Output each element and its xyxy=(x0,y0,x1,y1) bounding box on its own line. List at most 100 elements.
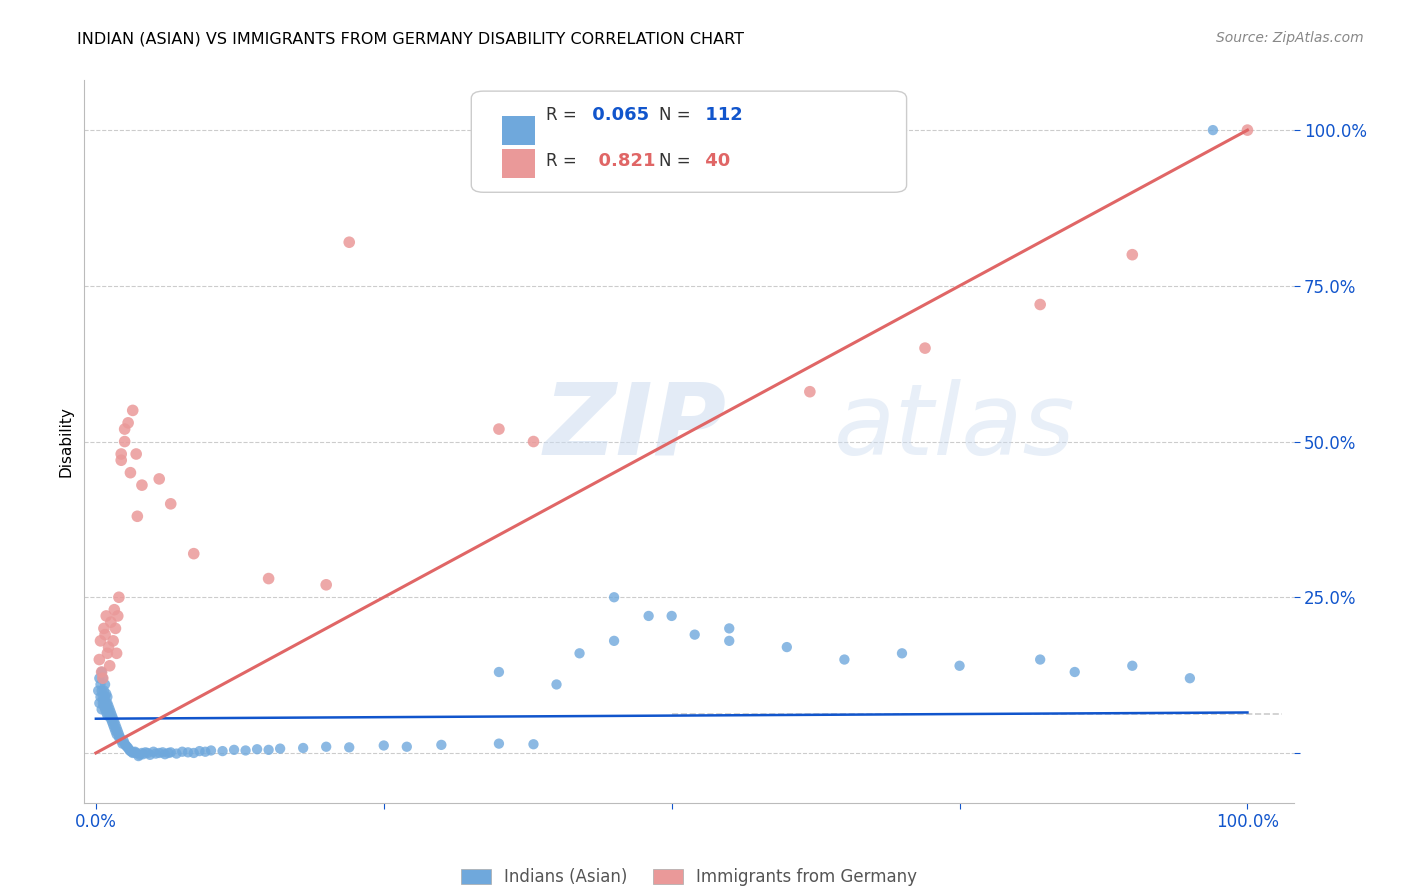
Point xyxy=(131,746,153,760)
Point xyxy=(93,683,115,698)
Point xyxy=(315,578,337,592)
Point xyxy=(661,609,683,624)
Point xyxy=(96,708,118,723)
Point xyxy=(142,745,165,759)
Point xyxy=(131,478,153,492)
Text: N =: N = xyxy=(659,153,696,170)
Point xyxy=(108,727,131,741)
Point xyxy=(110,453,132,467)
Point xyxy=(488,422,510,436)
Point xyxy=(89,652,111,666)
Point xyxy=(1236,123,1258,137)
Point xyxy=(136,746,159,760)
Point xyxy=(94,690,117,704)
Point xyxy=(104,621,127,635)
Point xyxy=(1121,248,1143,262)
Point xyxy=(183,547,205,561)
Text: R =: R = xyxy=(547,153,582,170)
Point xyxy=(101,718,124,732)
Point xyxy=(914,341,936,355)
Point xyxy=(117,416,139,430)
Point xyxy=(373,739,395,753)
Point xyxy=(257,572,280,586)
Point xyxy=(89,696,111,710)
Point xyxy=(98,702,121,716)
Text: atlas: atlas xyxy=(834,378,1076,475)
Point xyxy=(93,699,115,714)
Point xyxy=(159,497,181,511)
Point xyxy=(94,627,117,641)
FancyBboxPatch shape xyxy=(502,116,536,145)
Text: 0.821: 0.821 xyxy=(586,153,655,170)
Point xyxy=(124,745,146,759)
Point xyxy=(104,724,127,739)
Point xyxy=(96,646,118,660)
Point xyxy=(159,745,181,759)
Point xyxy=(101,633,124,648)
Point xyxy=(153,747,176,762)
Legend: Indians (Asian), Immigrants from Germany: Indians (Asian), Immigrants from Germany xyxy=(454,862,924,892)
Point xyxy=(1121,658,1143,673)
Point xyxy=(603,633,626,648)
Point xyxy=(87,683,110,698)
Point xyxy=(121,746,143,760)
Point xyxy=(91,690,114,704)
Point xyxy=(152,745,174,759)
Point xyxy=(292,741,315,756)
Point xyxy=(91,671,114,685)
Point xyxy=(522,737,544,751)
Point xyxy=(128,747,150,762)
Point xyxy=(603,591,626,605)
Point xyxy=(145,747,167,761)
Point xyxy=(100,615,122,630)
Y-axis label: Disability: Disability xyxy=(58,406,73,477)
Point xyxy=(91,696,114,710)
Text: N =: N = xyxy=(659,106,696,124)
Text: INDIAN (ASIAN) VS IMMIGRANTS FROM GERMANY DISABILITY CORRELATION CHART: INDIAN (ASIAN) VS IMMIGRANTS FROM GERMAN… xyxy=(77,31,744,46)
Point xyxy=(117,741,139,756)
Text: 112: 112 xyxy=(699,106,742,124)
Point xyxy=(166,747,188,761)
Point xyxy=(235,743,257,757)
Point xyxy=(948,658,970,673)
Point xyxy=(114,739,136,753)
Point xyxy=(100,706,122,720)
Point xyxy=(125,447,148,461)
Point xyxy=(89,677,111,691)
Point xyxy=(1029,652,1052,666)
Point xyxy=(96,690,118,704)
Point xyxy=(269,741,291,756)
Text: R =: R = xyxy=(547,106,582,124)
Point xyxy=(93,621,115,635)
Point xyxy=(108,731,131,745)
Text: Source: ZipAtlas.com: Source: ZipAtlas.com xyxy=(1216,31,1364,45)
Point xyxy=(157,746,180,760)
Point xyxy=(90,683,112,698)
Point xyxy=(683,627,706,641)
Point xyxy=(97,699,120,714)
Point xyxy=(107,609,129,624)
Point xyxy=(108,591,131,605)
Point xyxy=(107,724,129,739)
Point xyxy=(105,727,128,741)
Point xyxy=(246,742,269,756)
Point xyxy=(315,739,337,754)
Point xyxy=(834,652,856,666)
Point xyxy=(395,739,418,754)
Point xyxy=(94,677,117,691)
Point xyxy=(96,702,118,716)
Text: 40: 40 xyxy=(699,153,730,170)
Point xyxy=(522,434,544,449)
Point xyxy=(121,745,143,759)
Point xyxy=(125,746,148,760)
Point xyxy=(188,744,211,758)
FancyBboxPatch shape xyxy=(502,149,536,178)
Point xyxy=(134,745,156,759)
Point xyxy=(96,706,118,720)
Point xyxy=(94,702,117,716)
Point xyxy=(91,671,114,685)
Point xyxy=(222,743,245,757)
Point xyxy=(337,740,360,755)
Point xyxy=(776,640,799,654)
Text: ZIP: ZIP xyxy=(544,378,727,475)
